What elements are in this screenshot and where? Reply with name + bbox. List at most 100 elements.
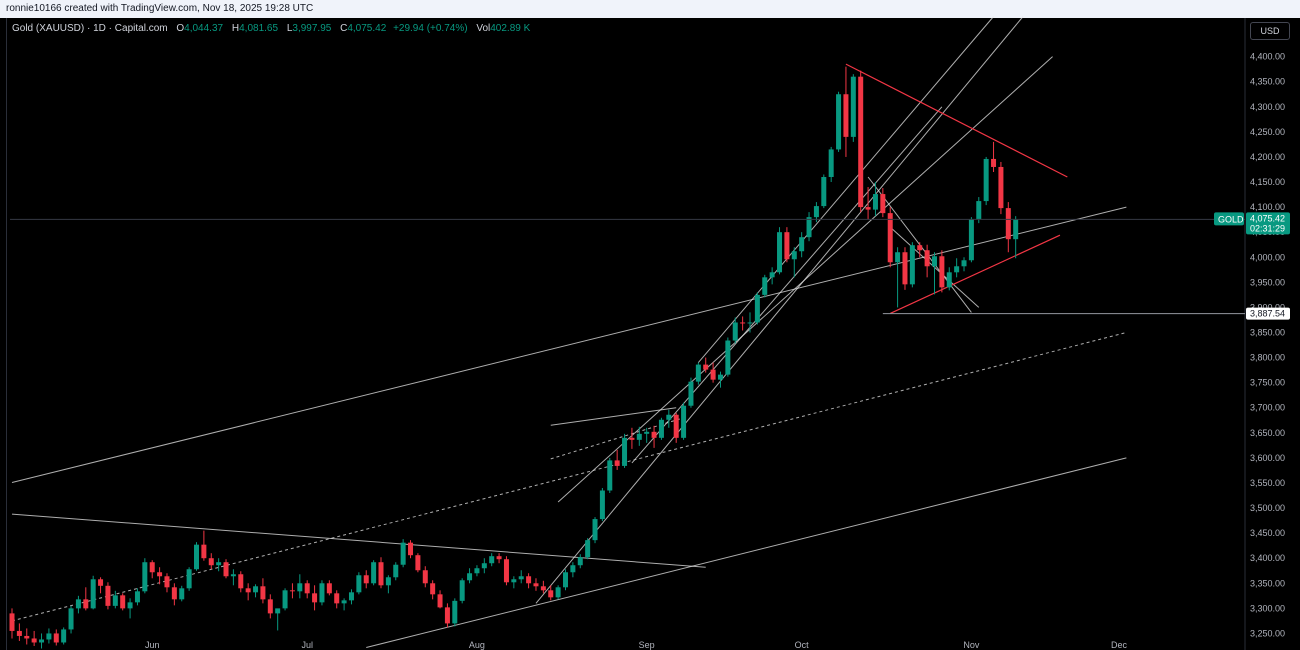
candle-body: [282, 590, 288, 609]
candle-body: [622, 437, 628, 466]
candle-body: [983, 158, 989, 202]
candle-body: [260, 586, 266, 600]
x-tick-label: Aug: [469, 640, 485, 650]
candle-body: [422, 570, 428, 584]
bar-countdown-label: 02:31:29: [1250, 223, 1285, 233]
candle-body: [872, 194, 878, 210]
candle-body: [548, 590, 554, 598]
y-tick-label: 3,500.00: [1250, 503, 1285, 513]
candle-body: [563, 572, 568, 588]
trendline-9: [631, 106, 943, 464]
candle-body: [540, 586, 546, 591]
candle-body: [614, 460, 620, 466]
level-price-label: 3,887.54: [1250, 309, 1285, 319]
candle-body: [408, 542, 414, 556]
y-tick-label: 4,250.00: [1250, 127, 1285, 137]
candle-body: [400, 542, 406, 565]
candle-body: [46, 633, 52, 640]
candle-body: [526, 576, 532, 584]
candle-body: [799, 237, 805, 252]
candle-body: [555, 587, 561, 598]
trendline-2: [366, 457, 1127, 648]
high-value: 4,081.65: [239, 23, 279, 34]
candle-body: [850, 76, 856, 137]
candle-body: [836, 94, 842, 150]
candle-body: [393, 564, 399, 578]
candle-body: [1005, 208, 1011, 240]
candle-body: [717, 374, 723, 380]
candle-body: [991, 158, 997, 167]
candle-body: [651, 431, 657, 438]
candle-body: [577, 557, 583, 566]
y-tick-label: 3,700.00: [1250, 403, 1285, 413]
x-tick-label: Dec: [1111, 640, 1128, 650]
y-tick-label: 3,350.00: [1250, 578, 1285, 588]
candle-body: [253, 586, 259, 593]
trendline-3: [11, 332, 1127, 622]
y-tick-label: 4,000.00: [1250, 252, 1285, 262]
candle-body: [171, 587, 177, 600]
candle-body: [98, 579, 104, 586]
candle-body: [304, 583, 310, 594]
candle-body: [267, 599, 273, 614]
candle-body: [112, 595, 118, 606]
trendline-8: [697, 16, 994, 363]
y-tick-label: 3,800.00: [1250, 353, 1285, 363]
x-tick-label: Nov: [963, 640, 980, 650]
candle-body: [777, 232, 783, 273]
y-tick-label: 3,450.00: [1250, 528, 1285, 538]
symbol-title[interactable]: Gold (XAUUSD) · 1D · Capital.com: [12, 23, 168, 34]
candle-body: [740, 322, 746, 324]
candle-body: [319, 583, 325, 603]
chart-pane[interactable]: [6, 18, 1295, 650]
candle-body: [695, 364, 701, 382]
candle-body: [998, 166, 1004, 209]
y-tick-label: 4,350.00: [1250, 77, 1285, 87]
candle-body: [585, 540, 591, 558]
candle-body: [865, 207, 871, 210]
candle-body: [9, 613, 15, 631]
low-value: 3,997.95: [292, 23, 332, 34]
candle-body: [961, 260, 967, 267]
candle-body: [666, 414, 672, 420]
candle-body: [902, 252, 908, 285]
candle-body: [61, 629, 67, 643]
volume-label: Vol: [476, 23, 491, 34]
change-value: +29.94 (+0.74%): [393, 23, 468, 34]
candle-body: [75, 599, 81, 609]
candle-body: [747, 322, 753, 324]
candle-body: [371, 562, 377, 584]
candle-body: [533, 583, 539, 587]
open-value: 4,044.37: [184, 23, 224, 34]
candle-body: [784, 232, 790, 260]
candle-body: [939, 256, 945, 288]
candle-body: [489, 556, 495, 564]
ohlc-legend: Gold (XAUUSD) · 1D · Capital.com O4,044.…: [12, 23, 530, 35]
candle-body: [194, 544, 199, 570]
candle-body: [968, 219, 974, 261]
y-tick-label: 3,650.00: [1250, 428, 1285, 438]
candle-body: [924, 250, 930, 267]
y-tick-label: 3,900.00: [1250, 302, 1285, 312]
candle-layer: [9, 66, 1019, 649]
candle-body: [105, 585, 111, 606]
candle-body: [53, 633, 59, 643]
candle-body: [24, 635, 30, 639]
candle-body: [673, 414, 679, 438]
candle-body: [644, 431, 650, 434]
candle-body: [415, 555, 421, 571]
candle-body: [385, 577, 391, 586]
candle-body: [223, 562, 229, 577]
candle-body: [762, 277, 768, 295]
candle-body: [127, 602, 133, 609]
currency-button[interactable]: USD: [1250, 22, 1290, 40]
candle-body: [496, 556, 502, 560]
candle-body: [179, 588, 185, 600]
candle-body: [452, 600, 458, 624]
axis-layer: 3,250.00 3,300.00 3,350.00 3,400.00 3,450.00…: [145, 52, 1285, 650]
y-tick-label: 3,750.00: [1250, 378, 1285, 388]
trendline-6: [535, 16, 1024, 604]
candle-body: [120, 595, 126, 609]
candle-body: [134, 591, 140, 603]
level-price-tag: [1246, 307, 1290, 320]
